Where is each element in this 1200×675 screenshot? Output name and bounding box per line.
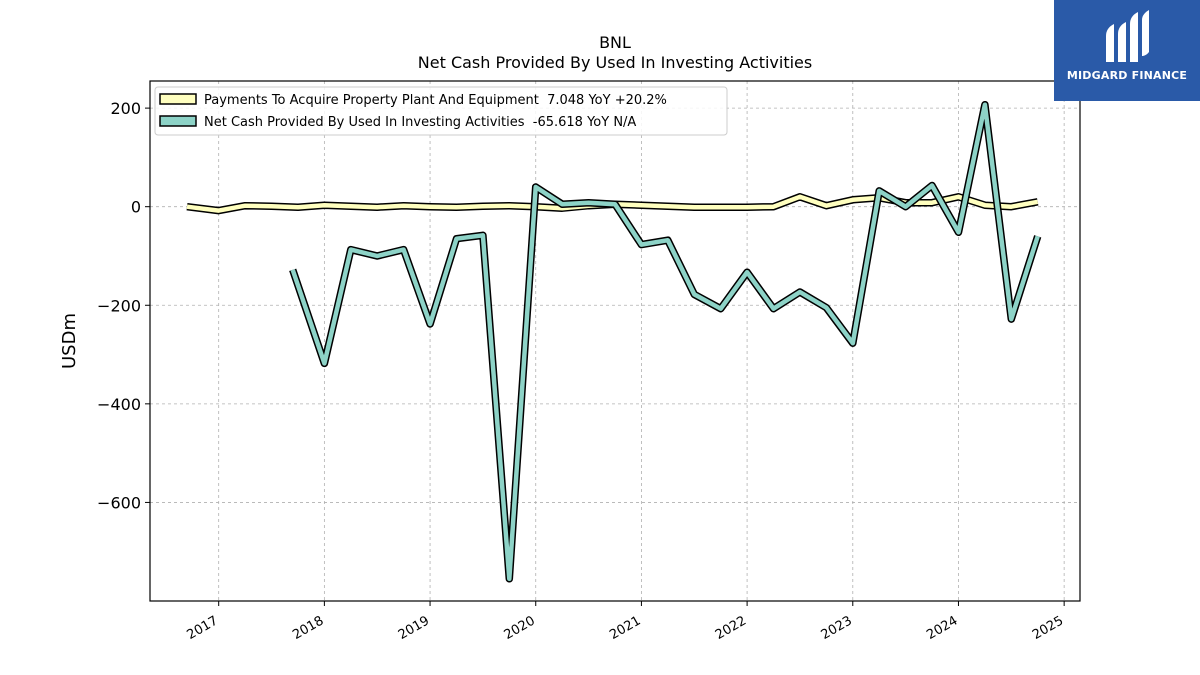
y-axis-label: USDm [59,313,80,369]
y-tick-label: −600 [97,493,141,512]
logo-mark-icon [1106,10,1149,62]
series-line-investing [290,102,1040,582]
legend-label-capex: Payments To Acquire Property Plant And E… [204,93,667,108]
y-tick-label: −400 [97,395,141,414]
y-tick-label: 200 [110,99,141,118]
legend-swatch-investing [159,115,197,127]
chart-subtitle: Net Cash Provided By Used In Investing A… [418,53,812,72]
legend-box [154,86,728,136]
legend-swatch-capex [159,93,197,105]
brand-logo: MIDGARD FINANCE [1054,0,1200,101]
legend-label-investing: Net Cash Provided By Used In Investing A… [204,115,636,130]
plot-frame [149,80,1081,602]
y-tick-label: 0 [131,198,141,217]
logo-text: MIDGARD FINANCE [1066,69,1188,82]
y-tick-label: −200 [97,296,141,315]
series-lines [186,100,1042,583]
legend: Payments To Acquire Property Plant And E… [154,86,728,136]
chart-title: BNL [599,33,631,52]
